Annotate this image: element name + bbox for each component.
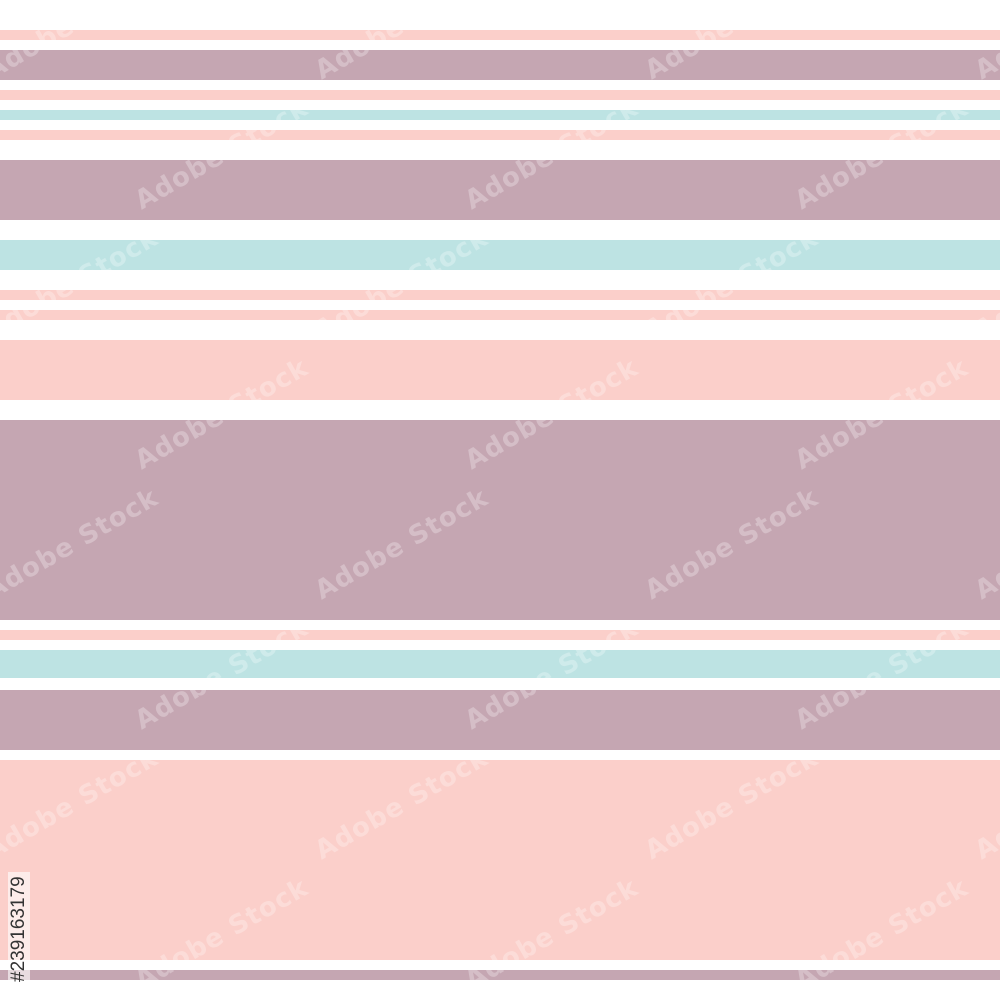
stripe-pink bbox=[0, 630, 1000, 640]
stripe-pink bbox=[0, 760, 1000, 960]
stripe-pink bbox=[0, 340, 1000, 400]
stripe-aqua bbox=[0, 110, 1000, 120]
stripe-pink bbox=[0, 290, 1000, 300]
stripe-pink bbox=[0, 90, 1000, 100]
stripe-mauve bbox=[0, 690, 1000, 750]
stripe-pink bbox=[0, 130, 1000, 140]
stripe-pink bbox=[0, 310, 1000, 320]
stripe-pink bbox=[0, 30, 1000, 40]
stripe-mauve bbox=[0, 420, 1000, 620]
stripe-mauve bbox=[0, 50, 1000, 80]
stock-id-label: #239163179 bbox=[8, 872, 30, 986]
stripe-mauve bbox=[0, 970, 1000, 980]
stripe-aqua bbox=[0, 240, 1000, 270]
stripe-aqua bbox=[0, 650, 1000, 678]
stripe-mauve bbox=[0, 160, 1000, 220]
